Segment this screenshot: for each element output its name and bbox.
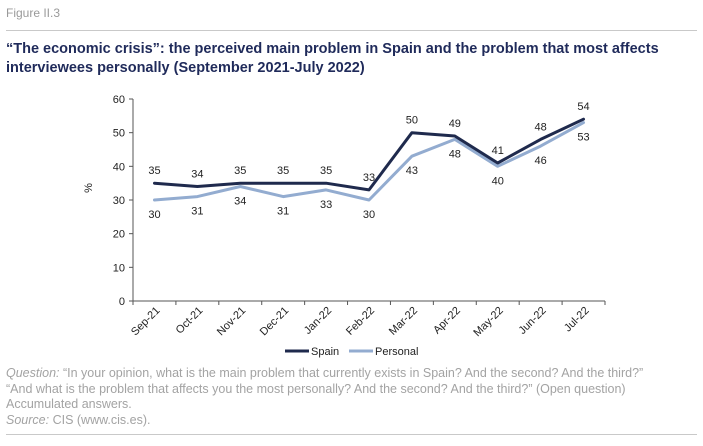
question-label: Question:: [6, 366, 60, 380]
y-tick-label: 0: [119, 296, 125, 308]
y-tick-label: 50: [113, 128, 125, 140]
source-text: CIS (www.cis.es).: [49, 412, 151, 427]
series-line-personal: [153, 121, 585, 202]
data-label-spain: 35: [234, 165, 246, 177]
x-tick-label: Sep-21: [129, 305, 163, 339]
data-label-personal: 30: [363, 209, 375, 221]
y-tick-label: 40: [113, 161, 125, 173]
data-label-spain: 33: [363, 172, 375, 184]
source-note: Source: CIS (www.cis.es).: [6, 413, 701, 429]
chart-title: “The economic crisis”: the perceived mai…: [6, 41, 659, 76]
data-label-spain: 35: [148, 165, 160, 177]
chart-legend: Spain Personal: [285, 346, 418, 358]
y-tick-label: 60: [113, 94, 125, 106]
question-text-line3: Accumulated answers.: [6, 397, 132, 411]
data-label-spain: 35: [320, 165, 332, 177]
y-tick-label: 10: [113, 262, 125, 274]
series-line-spain: [153, 117, 585, 192]
data-label-personal: 53: [577, 132, 589, 144]
chart-notes: Question: “In your opinion, what is the …: [6, 366, 701, 428]
data-label-personal: 30: [148, 209, 160, 221]
y-tick-label: 20: [113, 229, 125, 241]
x-tick-label: Mar-22: [387, 305, 420, 338]
y-tick-label: 30: [113, 195, 125, 207]
x-tick-label: Dec-21: [258, 305, 292, 339]
data-label-personal: 43: [406, 165, 418, 177]
chart-series-lines: [153, 117, 585, 202]
source-label: Source:: [6, 412, 50, 427]
data-label-spain: 35: [277, 165, 289, 177]
figure-label: Figure II.3: [6, 6, 61, 20]
x-tick-label: Oct-21: [174, 305, 206, 337]
data-label-spain: 41: [492, 145, 504, 157]
data-label-personal: 40: [492, 175, 504, 187]
data-label-spain: 54: [577, 101, 589, 113]
question-note: Question: “In your opinion, what is the …: [6, 366, 701, 382]
data-label-personal: 31: [277, 206, 289, 218]
x-tick-label: Jul-22: [562, 305, 592, 335]
x-tick-label: Jan-22: [302, 305, 334, 337]
chart-axes: 0 10 20 30 40 50 60% Sep-21 Oct-21 Nov-21 Dec-21 Ja…: [83, 94, 606, 339]
x-tick-label: Nov-21: [215, 305, 249, 339]
question-text-line1: “In your opinion, what is the main probl…: [59, 366, 644, 380]
data-label-spain: 50: [406, 115, 418, 127]
x-tick-label: Feb-22: [344, 305, 377, 338]
question-text-line2: “And what is the problem that affects yo…: [6, 381, 626, 396]
bottom-divider: [6, 434, 697, 435]
y-axis-label: %: [83, 183, 95, 193]
top-divider: [6, 30, 697, 31]
data-label-personal: 48: [449, 148, 461, 160]
legend-label-personal: Personal: [375, 346, 418, 358]
data-label-personal: 46: [535, 155, 547, 167]
data-label-spain: 34: [191, 169, 203, 181]
legend-label-spain: Spain: [311, 346, 339, 358]
data-label-spain: 49: [449, 118, 461, 130]
data-label-personal: 33: [320, 199, 332, 211]
data-label-personal: 34: [234, 196, 246, 208]
x-tick-label: Apr-22: [431, 305, 463, 337]
data-label-spain: 48: [535, 121, 547, 133]
data-label-personal: 31: [191, 206, 203, 218]
x-tick-label: Jun-22: [516, 305, 548, 337]
chart-data-labels: 35 30 34 31 35 34 35 31 35 33 33 30 50 43 49 48 41 40 48 46…: [148, 101, 589, 221]
x-tick-label: May-22: [471, 305, 505, 339]
